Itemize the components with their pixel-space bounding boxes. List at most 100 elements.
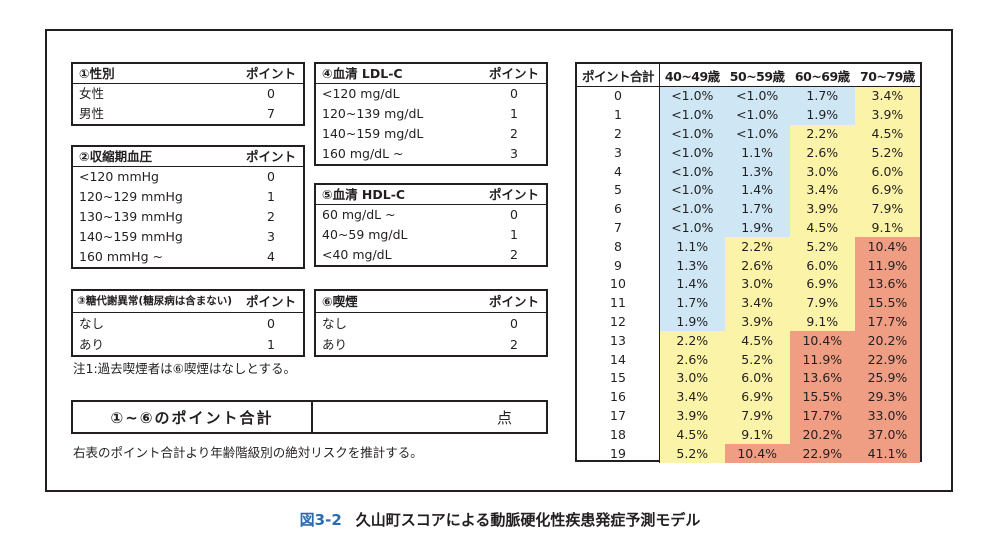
risk-cell: 10.4% [724, 444, 790, 463]
factor-row: あり 1 [73, 334, 303, 355]
risk-cell: 5.2% [724, 350, 790, 369]
risk-cell: 1.7% [659, 293, 725, 313]
risk-cell: 22.9% [854, 350, 920, 369]
risk-cell: 6.9% [724, 387, 790, 407]
risk-header-age-70s: 70~79歳 [854, 64, 920, 87]
risk-cell: <1.0% [659, 124, 725, 144]
risk-row: 14 2.6% 5.2% 11.9% 22.9% [577, 350, 920, 369]
factor-row: <120 mg/dL 0 [316, 84, 546, 105]
risk-cell: 25.9% [854, 368, 920, 388]
factor-row: なし 0 [316, 313, 546, 335]
risk-cell: <1.0% [659, 105, 725, 125]
risk-cell: 3.4% [659, 387, 725, 407]
point-header: ポイント [239, 64, 303, 84]
risk-cell: <1.0% [659, 162, 725, 181]
risk-row-points: 7 [577, 218, 660, 238]
risk-cell: 20.2% [789, 425, 855, 445]
risk-row: 10 1.4% 3.0% 6.9% 13.6% [577, 274, 920, 294]
risk-row: 19 5.2% 10.4% 22.9% 41.1% [577, 444, 920, 463]
figure-number: 図3-2 [299, 511, 342, 529]
risk-cell: 3.9% [724, 312, 790, 332]
factor-row-point: 0 [510, 207, 518, 222]
risk-row: 5 <1.0% 1.4% 3.4% 6.9% [577, 180, 920, 200]
factor-row-label: あり [322, 337, 348, 352]
risk-row: 1 <1.0% <1.0% 1.9% 3.9% [577, 105, 920, 125]
risk-row-points: 12 [577, 312, 660, 332]
factor-row-point: 2 [510, 126, 518, 141]
risk-cell: 15.5% [854, 293, 920, 313]
factor-row: <40 mg/dL 2 [316, 245, 546, 265]
risk-row-points: 10 [577, 274, 660, 294]
risk-cell: 3.9% [854, 105, 920, 125]
risk-cell: 3.0% [659, 368, 725, 388]
figure-frame [45, 29, 953, 492]
factor-row-label: 140~159 mmHg [79, 229, 183, 244]
risk-row-points: 14 [577, 350, 660, 369]
risk-cell: 3.0% [789, 162, 855, 181]
factor-row: 120~129 mmHg 1 [73, 187, 303, 207]
factor-table-glucose: ③糖代謝異常(糖尿病は含まない) ポイント なし 0 あり 1 [71, 289, 305, 357]
risk-cell: 1.4% [724, 180, 790, 200]
factor-row: 160 mmHg ~ 4 [73, 247, 303, 267]
point-header: ポイント [239, 147, 303, 167]
factor-row-point: 2 [267, 209, 275, 224]
risk-cell: 7.9% [724, 406, 790, 426]
risk-row-points: 13 [577, 331, 660, 351]
factor-row: 女性 0 [73, 84, 303, 105]
factor-row-label: 140~159 mg/dL [322, 126, 424, 141]
factor-row-point: 0 [267, 169, 275, 184]
factor-row-label: あり [79, 337, 105, 352]
note-text: 注1:過去喫煙者は⑥喫煙はなしとする。 [73, 361, 296, 376]
risk-cell: 1.9% [724, 218, 790, 238]
factor-table-hdl: ⑤血清 HDL-C ポイント 60 mg/dL ~ 0 40~59 mg/dL 1 <4… [314, 183, 548, 267]
risk-row-points: 19 [577, 444, 660, 463]
risk-cell: 3.4% [854, 86, 920, 106]
factor-row-point: 0 [510, 86, 518, 101]
risk-row: 11 1.7% 3.4% 7.9% 15.5% [577, 293, 920, 313]
factor-row-point: 3 [267, 229, 275, 244]
risk-row-points: 9 [577, 256, 660, 275]
risk-row: 17 3.9% 7.9% 17.7% 33.0% [577, 406, 920, 426]
risk-cell: 9.1% [724, 425, 790, 445]
risk-row-points: 8 [577, 237, 660, 257]
figure-caption: 図3-2 久山町スコアによる動脈硬化性疾患発症予測モデル [0, 509, 1000, 530]
risk-cell: <1.0% [659, 143, 725, 163]
factor-row: 60 mg/dL ~ 0 [316, 205, 546, 226]
risk-cell: 29.3% [854, 387, 920, 407]
risk-row-points: 0 [577, 86, 660, 106]
risk-cell: 9.1% [789, 312, 855, 332]
total-points-box: ①~⑥のポイント合計 点 [71, 400, 548, 434]
footnote-text: 右表のポイント合計より年齢階級別の絶対リスクを推計する。 [73, 445, 423, 460]
risk-row-points: 6 [577, 199, 660, 219]
risk-cell: 3.4% [789, 180, 855, 200]
factor-row: 男性 7 [73, 104, 303, 124]
factor-title: ①性別 [73, 64, 239, 84]
risk-row-points: 5 [577, 180, 660, 200]
factor-title: ⑤血清 HDL-C [316, 185, 482, 205]
risk-cell: <1.0% [724, 105, 790, 125]
factor-title: ②収縮期血圧 [73, 147, 239, 167]
factor-row: 40~59 mg/dL 1 [316, 225, 546, 245]
factor-row: 120~139 mg/dL 1 [316, 104, 546, 124]
risk-cell: 1.1% [724, 143, 790, 163]
factor-table-ldl: ④血清 LDL-C ポイント <120 mg/dL 0 120~139 mg/dL 1… [314, 62, 548, 166]
factor-row-label: 40~59 mg/dL [322, 227, 408, 242]
risk-header-points: ポイント合計 [577, 64, 660, 87]
factor-table-sex: ①性別 ポイント 女性 0 男性 7 [71, 62, 305, 126]
risk-cell: <1.0% [659, 199, 725, 219]
risk-row: 15 3.0% 6.0% 13.6% 25.9% [577, 368, 920, 388]
risk-cell: 10.4% [789, 331, 855, 351]
risk-cell: <1.0% [659, 180, 725, 200]
factor-row-label: 女性 [79, 86, 105, 101]
factor-row-point: 2 [510, 247, 518, 262]
risk-row-points: 2 [577, 124, 660, 144]
risk-cell: 1.1% [659, 237, 725, 257]
risk-cell: 2.6% [659, 350, 725, 369]
factor-row: 140~159 mg/dL 2 [316, 124, 546, 144]
factor-title: ④血清 LDL-C [316, 64, 482, 84]
risk-row-points: 3 [577, 143, 660, 163]
risk-cell: 2.6% [724, 256, 790, 275]
factor-row-label: <120 mg/dL [322, 86, 400, 101]
point-header: ポイント [482, 64, 546, 84]
risk-row: 13 2.2% 4.5% 10.4% 20.2% [577, 331, 920, 351]
